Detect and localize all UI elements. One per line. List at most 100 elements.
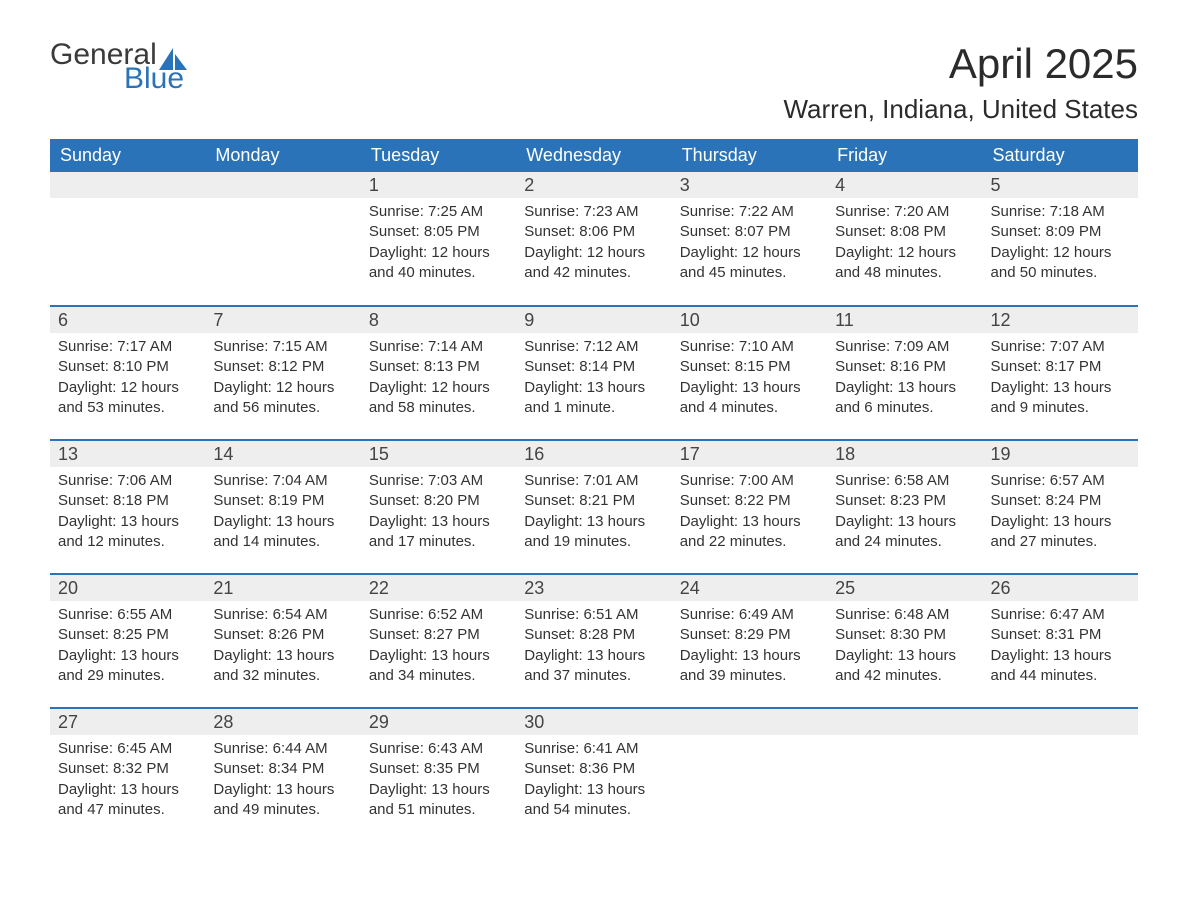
calendar-cell: 9Sunrise: 7:12 AMSunset: 8:14 PMDaylight… [516, 306, 671, 440]
calendar-cell: 13Sunrise: 7:06 AMSunset: 8:18 PMDayligh… [50, 440, 205, 574]
calendar-cell: 6Sunrise: 7:17 AMSunset: 8:10 PMDaylight… [50, 306, 205, 440]
day-number: 29 [361, 709, 516, 735]
day-header: Thursday [672, 139, 827, 172]
calendar-cell [672, 708, 827, 842]
sunrise-text: Sunrise: 6:41 AM [524, 739, 663, 759]
day-details: Sunrise: 6:51 AMSunset: 8:28 PMDaylight:… [516, 601, 671, 694]
calendar-cell: 26Sunrise: 6:47 AMSunset: 8:31 PMDayligh… [983, 574, 1138, 708]
day-number: 23 [516, 575, 671, 601]
day-number: 17 [672, 441, 827, 467]
day-details: Sunrise: 7:22 AMSunset: 8:07 PMDaylight:… [672, 198, 827, 291]
calendar-week-row: 13Sunrise: 7:06 AMSunset: 8:18 PMDayligh… [50, 440, 1138, 574]
sunset-text: Sunset: 8:18 PM [58, 491, 197, 511]
calendar-cell: 2Sunrise: 7:23 AMSunset: 8:06 PMDaylight… [516, 172, 671, 306]
daylight-text: Daylight: 12 hours and 48 minutes. [835, 243, 974, 284]
sunrise-text: Sunrise: 7:23 AM [524, 202, 663, 222]
day-number: 8 [361, 307, 516, 333]
calendar-cell: 29 Sunrise: 6:43 AMSunset: 8:35 PMDayligh… [361, 708, 516, 842]
daylight-text: Daylight: 13 hours and 51 minutes. [369, 780, 508, 821]
sunrise-text: Sunrise: 7:20 AM [835, 202, 974, 222]
day-details: Sunrise: 7:03 AMSunset: 8:20 PMDaylight:… [361, 467, 516, 560]
day-number: 6 [50, 307, 205, 333]
sunrise-text: Sunrise: 6:45 AM [58, 739, 197, 759]
calendar-cell: 28Sunrise: 6:44 AMSunset: 8:34 PMDayligh… [205, 708, 360, 842]
day-details: Sunrise: 6:41 AMSunset: 8:36 PMDaylight:… [516, 735, 671, 828]
calendar-cell [983, 708, 1138, 842]
sunset-text: Sunset: 8:07 PM [680, 222, 819, 242]
sunrise-text: Sunrise: 7:17 AM [58, 337, 197, 357]
sunset-text: Sunset: 8:25 PM [58, 625, 197, 645]
calendar-cell: 23Sunrise: 6:51 AMSunset: 8:28 PMDayligh… [516, 574, 671, 708]
daylight-text: Daylight: 13 hours and 24 minutes. [835, 512, 974, 553]
sunrise-text: Sunrise: 6:57 AM [991, 471, 1130, 491]
daylight-text: Daylight: 13 hours and 42 minutes. [835, 646, 974, 687]
daylight-text: Daylight: 13 hours and 39 minutes. [680, 646, 819, 687]
sunset-text: Sunset: 8:05 PM [369, 222, 508, 242]
day-details: Sunrise: 7:10 AMSunset: 8:15 PMDaylight:… [672, 333, 827, 426]
calendar-cell: 17Sunrise: 7:00 AMSunset: 8:22 PMDayligh… [672, 440, 827, 574]
day-number: 22 [361, 575, 516, 601]
sunset-text: Sunset: 8:26 PM [213, 625, 352, 645]
daylight-text: Daylight: 13 hours and 54 minutes. [524, 780, 663, 821]
daylight-text: Daylight: 12 hours and 45 minutes. [680, 243, 819, 284]
daylight-text: Daylight: 12 hours and 58 minutes. [369, 378, 508, 419]
calendar-cell: 30Sunrise: 6:41 AMSunset: 8:36 PMDayligh… [516, 708, 671, 842]
day-details: Sunrise: 7:06 AMSunset: 8:18 PMDaylight:… [50, 467, 205, 560]
calendar-cell: 20Sunrise: 6:55 AMSunset: 8:25 PMDayligh… [50, 574, 205, 708]
day-details: Sunrise: 6:44 AMSunset: 8:34 PMDaylight:… [205, 735, 360, 828]
day-details: Sunrise: 7:07 AMSunset: 8:17 PMDaylight:… [983, 333, 1138, 426]
day-details: Sunrise: 6:54 AMSunset: 8:26 PMDaylight:… [205, 601, 360, 694]
day-details: Sunrise: 7:00 AMSunset: 8:22 PMDaylight:… [672, 467, 827, 560]
daylight-text: Daylight: 13 hours and 1 minute. [524, 378, 663, 419]
sunrise-text: Sunrise: 7:07 AM [991, 337, 1130, 357]
sunset-text: Sunset: 8:16 PM [835, 357, 974, 377]
sunset-text: Sunset: 8:35 PM [369, 759, 508, 779]
location-subtitle: Warren, Indiana, United States [783, 94, 1138, 125]
day-details: Sunrise: 6:58 AMSunset: 8:23 PMDaylight:… [827, 467, 982, 560]
day-number: 5 [983, 172, 1138, 198]
sunset-text: Sunset: 8:21 PM [524, 491, 663, 511]
calendar-table: Sunday Monday Tuesday Wednesday Thursday… [50, 139, 1138, 842]
day-details: Sunrise: 7:25 AMSunset: 8:05 PMDaylight:… [361, 198, 516, 291]
daylight-text: Daylight: 13 hours and 37 minutes. [524, 646, 663, 687]
sunrise-text: Sunrise: 6:58 AM [835, 471, 974, 491]
calendar-week-row: 6Sunrise: 7:17 AMSunset: 8:10 PMDaylight… [50, 306, 1138, 440]
daylight-text: Daylight: 13 hours and 22 minutes. [680, 512, 819, 553]
sunrise-text: Sunrise: 7:25 AM [369, 202, 508, 222]
daylight-text: Daylight: 13 hours and 19 minutes. [524, 512, 663, 553]
day-details: Sunrise: 7:15 AMSunset: 8:12 PMDaylight:… [205, 333, 360, 426]
calendar-cell: 11Sunrise: 7:09 AMSunset: 8:16 PMDayligh… [827, 306, 982, 440]
sunset-text: Sunset: 8:32 PM [58, 759, 197, 779]
sunset-text: Sunset: 8:29 PM [680, 625, 819, 645]
sunrise-text: Sunrise: 7:10 AM [680, 337, 819, 357]
daylight-text: Daylight: 13 hours and 17 minutes. [369, 512, 508, 553]
calendar-cell: 22Sunrise: 6:52 AMSunset: 8:27 PMDayligh… [361, 574, 516, 708]
sunrise-text: Sunrise: 6:47 AM [991, 605, 1130, 625]
day-number: 7 [205, 307, 360, 333]
sunrise-text: Sunrise: 7:04 AM [213, 471, 352, 491]
calendar-cell [827, 708, 982, 842]
sunrise-text: Sunrise: 7:00 AM [680, 471, 819, 491]
day-number: 11 [827, 307, 982, 333]
day-header: Monday [205, 139, 360, 172]
day-header: Wednesday [516, 139, 671, 172]
daylight-text: Daylight: 12 hours and 42 minutes. [524, 243, 663, 284]
sunrise-text: Sunrise: 7:06 AM [58, 471, 197, 491]
sunset-text: Sunset: 8:24 PM [991, 491, 1130, 511]
calendar-cell: 19Sunrise: 6:57 AMSunset: 8:24 PMDayligh… [983, 440, 1138, 574]
day-details: Sunrise: 6:55 AMSunset: 8:25 PMDaylight:… [50, 601, 205, 694]
sunset-text: Sunset: 8:09 PM [991, 222, 1130, 242]
daylight-text: Daylight: 13 hours and 4 minutes. [680, 378, 819, 419]
day-number: 3 [672, 172, 827, 198]
calendar-cell: 16Sunrise: 7:01 AMSunset: 8:21 PMDayligh… [516, 440, 671, 574]
sunrise-text: Sunrise: 7:12 AM [524, 337, 663, 357]
sunset-text: Sunset: 8:14 PM [524, 357, 663, 377]
day-number: 15 [361, 441, 516, 467]
day-details: Sunrise: 7:14 AMSunset: 8:13 PMDaylight:… [361, 333, 516, 426]
sunrise-text: Sunrise: 6:44 AM [213, 739, 352, 759]
daylight-text: Daylight: 13 hours and 49 minutes. [213, 780, 352, 821]
sunrise-text: Sunrise: 6:43 AM [369, 739, 508, 759]
day-details: Sunrise: 7:01 AMSunset: 8:21 PMDaylight:… [516, 467, 671, 560]
day-number: 12 [983, 307, 1138, 333]
calendar-cell [50, 172, 205, 306]
